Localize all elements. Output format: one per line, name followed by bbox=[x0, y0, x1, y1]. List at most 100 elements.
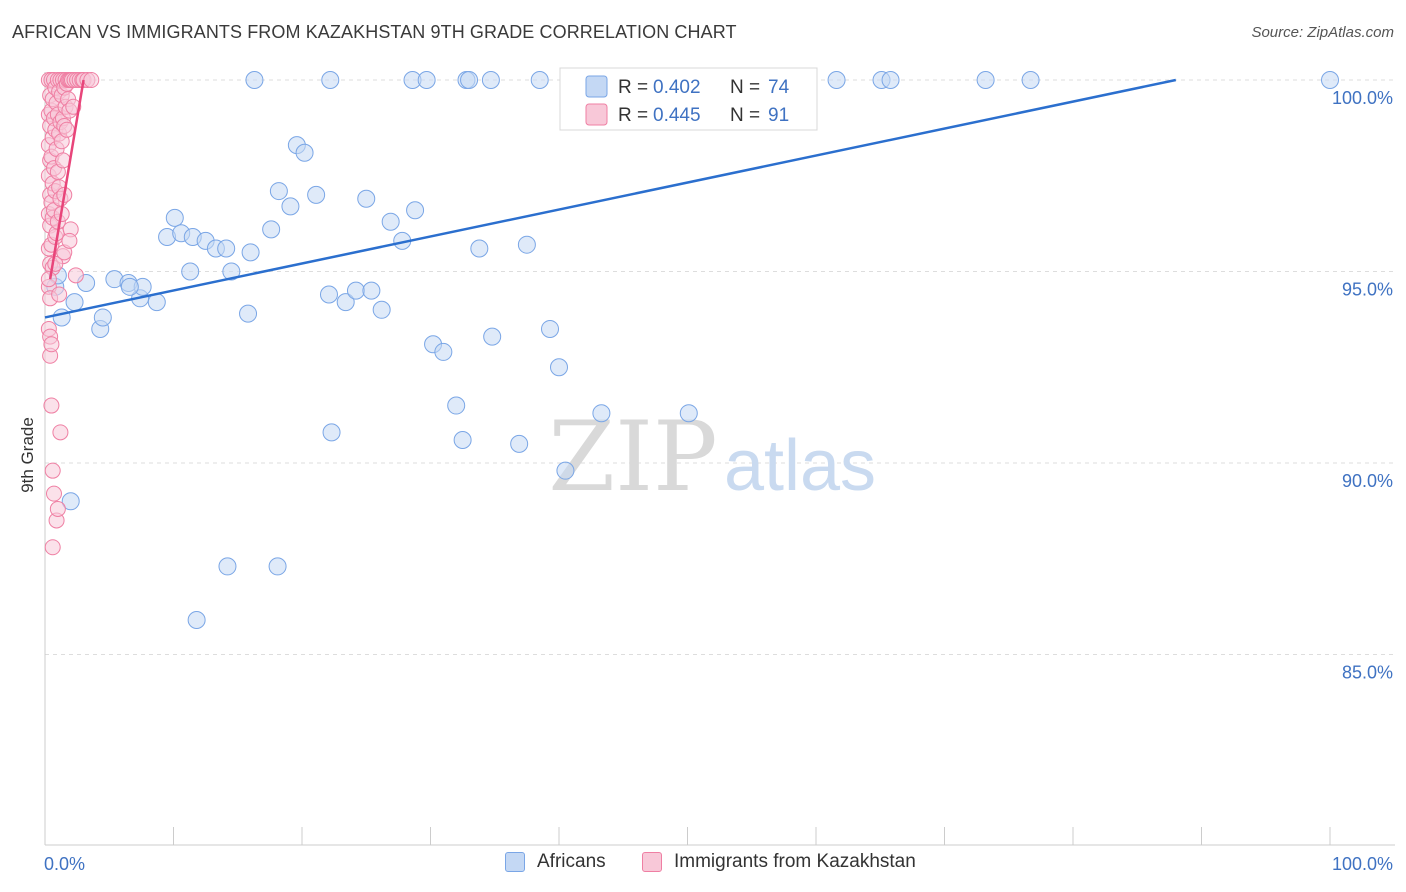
legend-label-kazakhstan: Immigrants from Kazakhstan bbox=[674, 851, 916, 872]
point-africans-49 bbox=[372, 300, 391, 319]
point-africans-29 bbox=[165, 208, 184, 227]
legend-swatch-kazakhstan bbox=[642, 852, 662, 872]
trend-lines bbox=[44, 78, 1177, 319]
point-africans-12 bbox=[881, 71, 900, 89]
point-africans-67 bbox=[120, 277, 139, 296]
legend-series: Africans Immigrants from Kazakhstan bbox=[0, 851, 1406, 879]
point-africans-60 bbox=[541, 319, 560, 338]
point-africans-56 bbox=[470, 239, 489, 258]
point-africans-14 bbox=[1021, 71, 1040, 89]
legend-item-kazakhstan[interactable]: Immigrants from Kazakhstan bbox=[642, 851, 916, 873]
axes bbox=[44, 72, 1395, 846]
point-africans-31 bbox=[181, 262, 200, 281]
point-kazakhstan-81 bbox=[52, 424, 69, 441]
point-africans-73 bbox=[556, 461, 575, 480]
point-africans-22 bbox=[93, 308, 112, 327]
point-africans-37 bbox=[239, 304, 258, 323]
point-africans-66 bbox=[187, 611, 206, 630]
point-africans-70 bbox=[322, 423, 341, 442]
point-africans-58 bbox=[510, 434, 529, 453]
gridlines bbox=[45, 79, 1395, 655]
legend-stats-swatch-africans bbox=[585, 75, 608, 98]
point-kazakhstan-59 bbox=[58, 121, 75, 138]
legend-n-value-africans: 74 bbox=[768, 77, 790, 98]
point-kazakhstan-67 bbox=[65, 98, 82, 115]
point-africans-1 bbox=[321, 71, 340, 89]
point-africans-40 bbox=[269, 182, 288, 201]
point-kazakhstan-88 bbox=[61, 232, 78, 249]
watermark-atlas: atlas bbox=[724, 426, 876, 506]
point-africans-53 bbox=[434, 342, 453, 361]
point-africans-63 bbox=[679, 404, 698, 423]
point-africans-36 bbox=[222, 262, 241, 281]
point-kazakhstan-83 bbox=[40, 271, 57, 288]
point-africans-41 bbox=[281, 197, 300, 216]
point-africans-46 bbox=[336, 293, 355, 312]
point-africans-69 bbox=[268, 557, 287, 576]
legend-r-value-kazakhstan: 0.445 bbox=[653, 105, 701, 126]
point-africans-45 bbox=[319, 285, 338, 304]
point-kazakhstan-76 bbox=[43, 397, 60, 414]
chart-title: AFRICAN VS IMMIGRANTS FROM KAZAKHSTAN 9T… bbox=[12, 22, 737, 42]
y-tick-label-3: 100.0% bbox=[1332, 88, 1393, 108]
y-axis-label: 9th Grade bbox=[18, 417, 37, 493]
point-africans-65 bbox=[61, 492, 80, 511]
y-tick-label-1: 90.0% bbox=[1342, 471, 1393, 491]
source-label: Source: ZipAtlas.com bbox=[1251, 24, 1394, 41]
data-points bbox=[40, 71, 1339, 630]
trend-line-kazakhstan bbox=[48, 79, 85, 280]
y-tick-label-0: 85.0% bbox=[1342, 663, 1393, 683]
point-africans-68 bbox=[218, 557, 237, 576]
point-africans-6 bbox=[481, 71, 500, 89]
point-kazakhstan-74 bbox=[83, 72, 100, 88]
legend-r-label-africans: R = bbox=[618, 77, 648, 98]
point-africans-62 bbox=[592, 404, 611, 423]
point-africans-44 bbox=[307, 185, 326, 204]
point-africans-48 bbox=[357, 189, 376, 208]
legend-n-value-kazakhstan: 91 bbox=[768, 105, 789, 126]
point-kazakhstan-77 bbox=[44, 462, 61, 479]
point-africans-61 bbox=[550, 358, 568, 377]
point-africans-15 bbox=[1321, 71, 1339, 89]
point-kazakhstan-84 bbox=[43, 336, 60, 353]
point-africans-19 bbox=[65, 293, 84, 312]
point-africans-5 bbox=[460, 71, 479, 89]
legend-r-value-africans: 0.402 bbox=[653, 77, 701, 98]
point-africans-47 bbox=[346, 281, 365, 300]
point-africans-0 bbox=[245, 71, 264, 89]
trend-line-africans bbox=[44, 78, 1177, 319]
legend-swatch-africans bbox=[505, 852, 525, 872]
y-tick-label-2: 95.0% bbox=[1342, 280, 1393, 300]
y-tick-labels: 85.0% 90.0% 95.0% 100.0% bbox=[1332, 88, 1393, 683]
legend-item-africans[interactable]: Africans bbox=[505, 851, 606, 873]
point-africans-51 bbox=[406, 201, 425, 220]
point-africans-55 bbox=[453, 431, 472, 450]
x-tick-label-1: 100.0% bbox=[1332, 854, 1393, 874]
x-tick-labels: 0.0% 100.0% bbox=[44, 854, 1393, 874]
x-tick-label-0: 0.0% bbox=[44, 854, 85, 874]
point-africans-59 bbox=[517, 235, 536, 254]
point-africans-54 bbox=[447, 396, 466, 415]
legend-n-label-kazakhstan: N = bbox=[730, 105, 760, 126]
point-africans-39 bbox=[262, 220, 281, 239]
point-kazakhstan-80 bbox=[49, 500, 66, 517]
point-africans-57 bbox=[483, 327, 502, 346]
legend-n-label-africans: N = bbox=[730, 77, 760, 98]
point-africans-3 bbox=[417, 71, 436, 89]
point-africans-43 bbox=[295, 143, 314, 162]
legend-r-label-kazakhstan: R = bbox=[618, 105, 648, 126]
point-kazakhstan-90 bbox=[44, 539, 61, 556]
legend-label-africans: Africans bbox=[537, 851, 606, 872]
point-africans-50 bbox=[381, 212, 400, 231]
point-kazakhstan-89 bbox=[67, 267, 84, 284]
point-africans-71 bbox=[362, 281, 381, 300]
point-africans-13 bbox=[976, 71, 995, 89]
legend-stats: R = 0.402 N = 74 R = 0.445 N = 91 bbox=[559, 67, 818, 131]
point-kazakhstan-78 bbox=[45, 485, 62, 502]
point-africans-38 bbox=[241, 243, 260, 262]
point-kazakhstan-86 bbox=[51, 286, 68, 303]
point-africans-7 bbox=[530, 71, 549, 89]
point-africans-35 bbox=[217, 239, 236, 258]
point-africans-10 bbox=[827, 71, 846, 89]
